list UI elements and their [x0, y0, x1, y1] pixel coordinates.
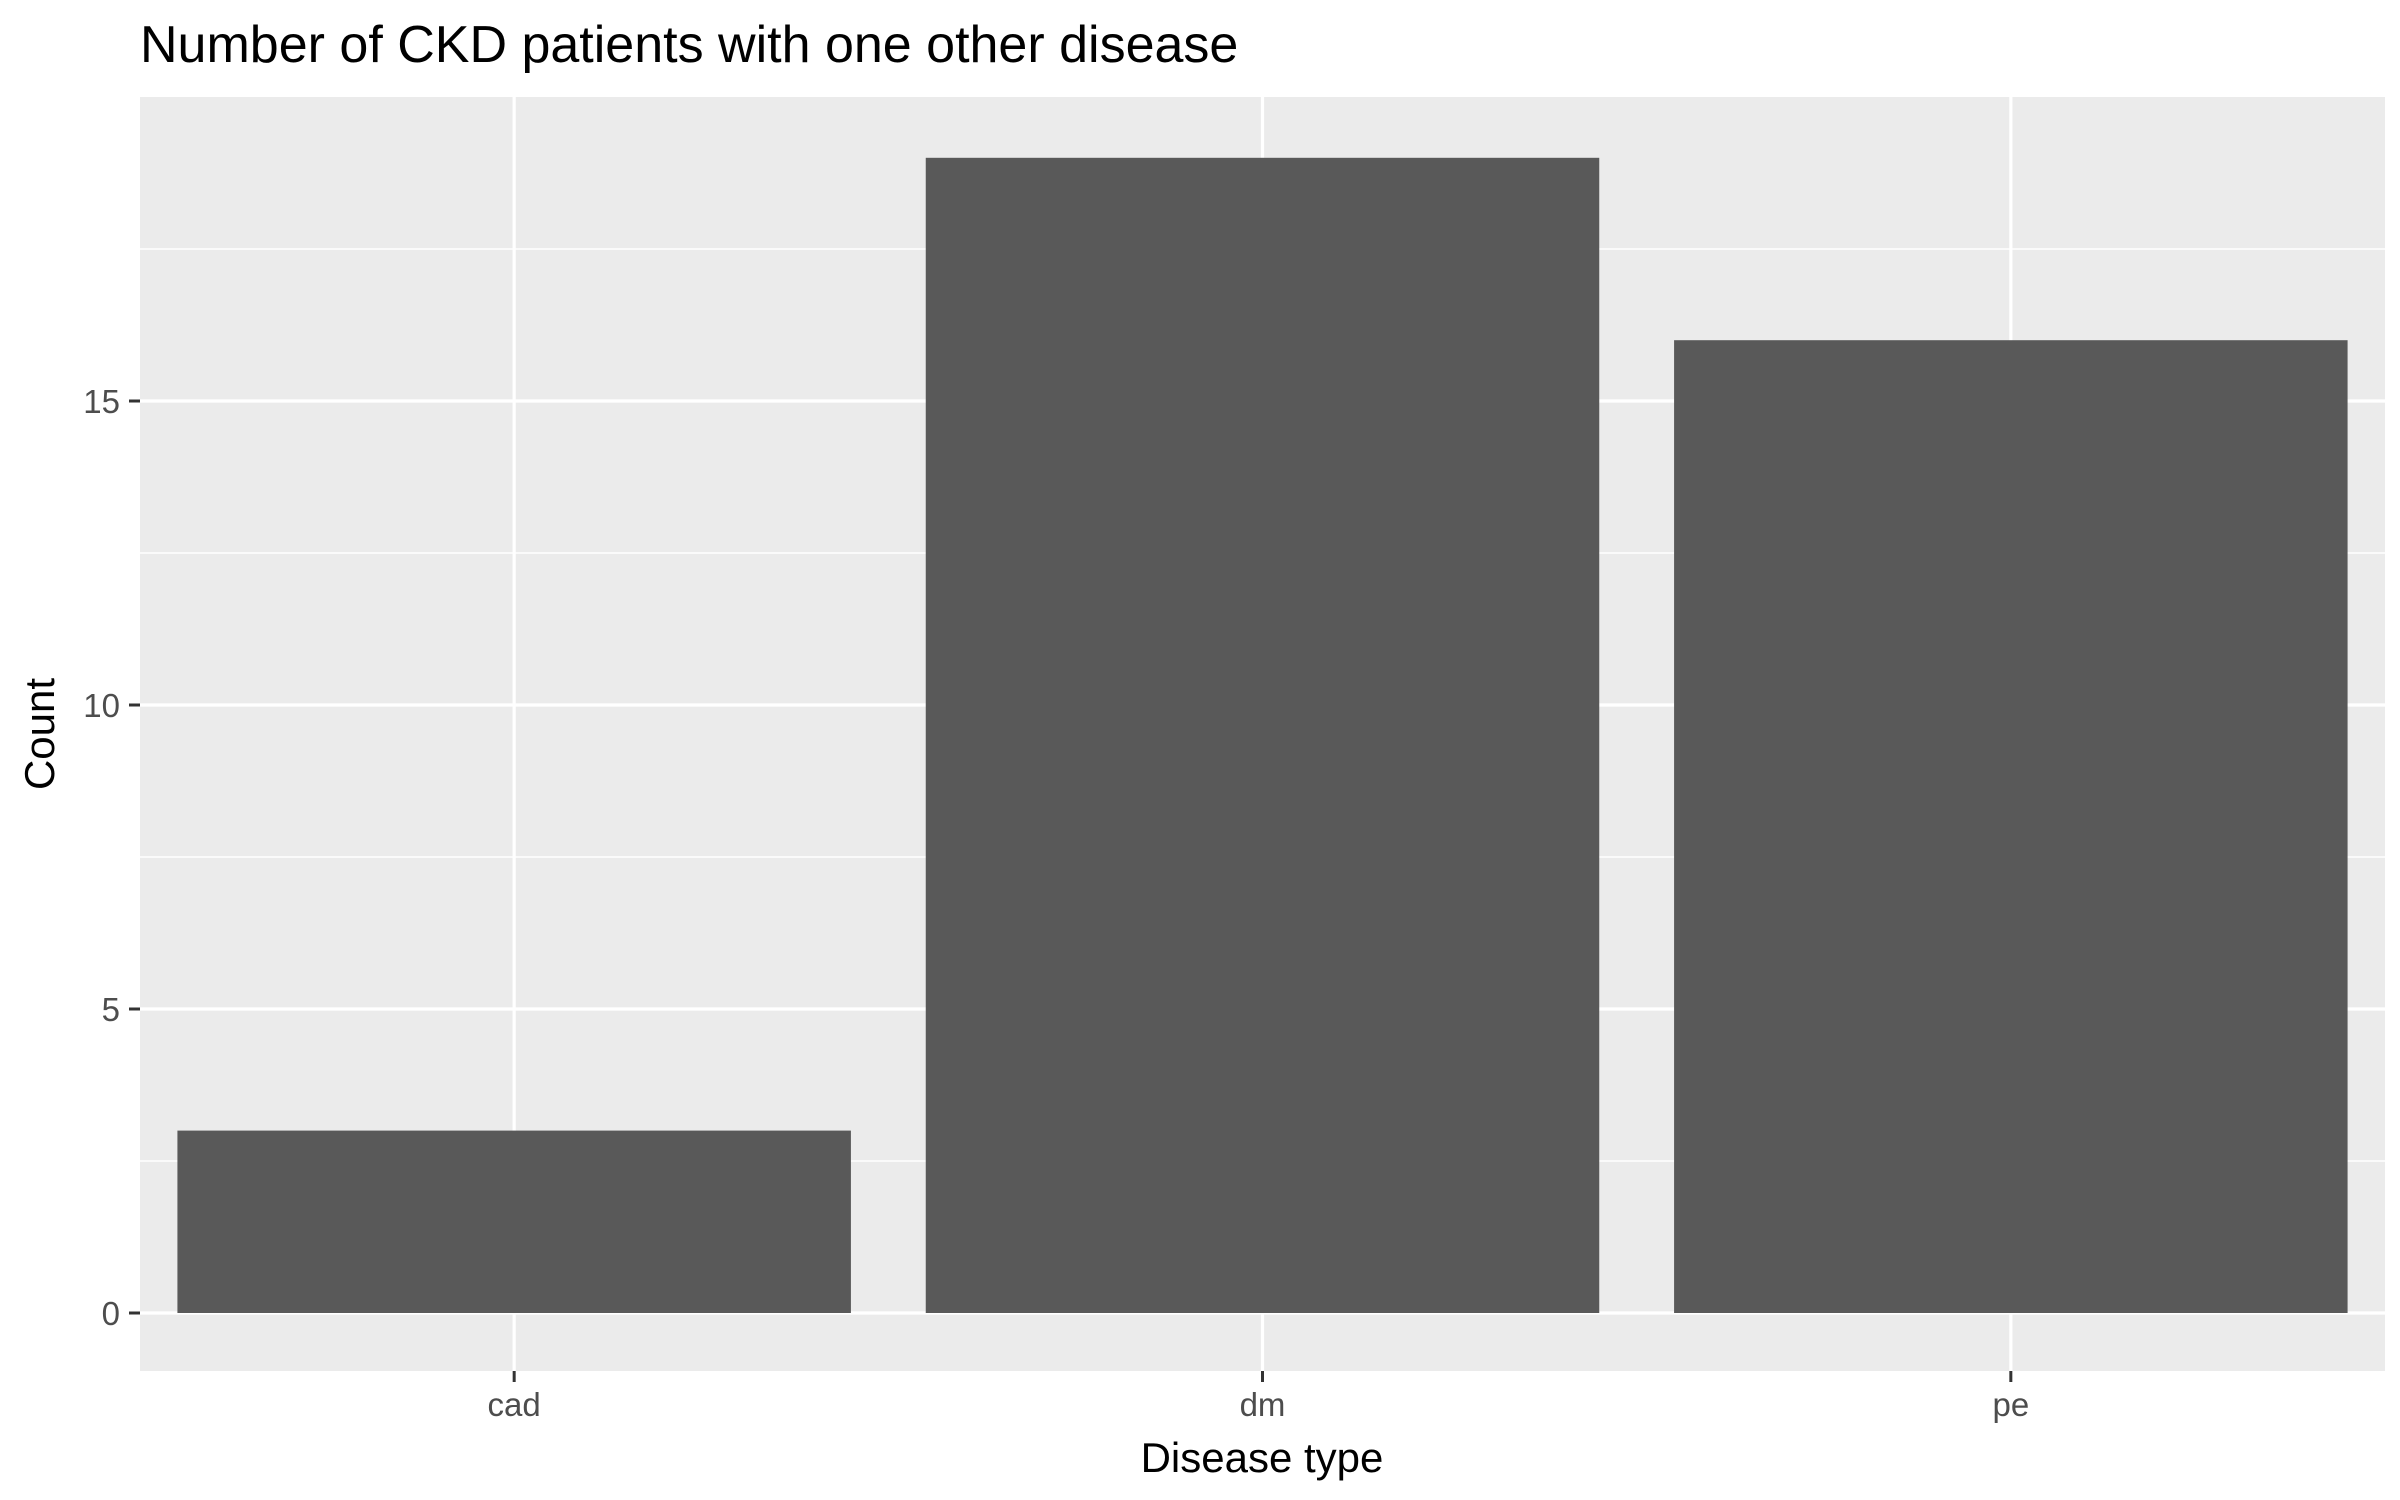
bar-pe: [1674, 340, 2348, 1313]
x-tick-label: pe: [1992, 1386, 2029, 1423]
y-tick-label: 15: [83, 383, 120, 420]
y-axis: 0 5 10 15: [83, 383, 140, 1332]
y-tick-label: 5: [102, 991, 120, 1028]
y-tick-label: 10: [83, 687, 120, 724]
chart-title: Number of CKD patients with one other di…: [140, 16, 1238, 74]
y-tick-label: 0: [102, 1295, 120, 1332]
bar-dm: [925, 157, 1600, 1313]
y-axis-title: Count: [16, 678, 63, 790]
x-tick-label: cad: [488, 1386, 541, 1423]
x-tick-label: dm: [1240, 1386, 1286, 1423]
bar-cad: [177, 1130, 851, 1313]
x-axis: cad dm pe: [488, 1371, 2029, 1423]
x-axis-title: Disease type: [1141, 1434, 1384, 1481]
bars: [177, 157, 2348, 1313]
